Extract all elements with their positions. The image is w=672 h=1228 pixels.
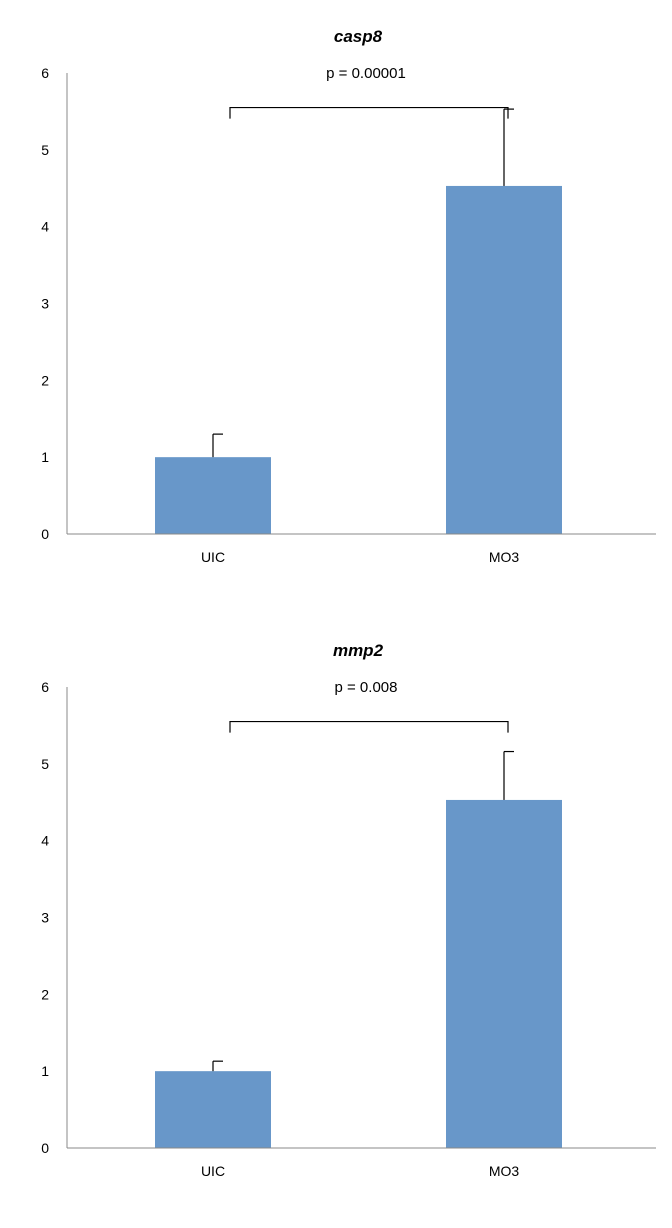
y-tick-label: 5 <box>41 756 49 772</box>
category-label-mo3: MO3 <box>489 549 520 565</box>
mmp2-bar-chart: mmp2 p = 0.008 0 1 2 3 4 5 6 UIC MO3 <box>41 641 656 1179</box>
bar-uic <box>155 1071 271 1148</box>
y-tick-label: 1 <box>41 1063 49 1079</box>
chart-title: mmp2 <box>333 641 384 660</box>
y-tick-label: 1 <box>41 449 49 465</box>
category-label-uic: UIC <box>201 1163 225 1179</box>
p-value-annotation: p = 0.008 <box>335 679 398 696</box>
chart-title: casp8 <box>334 27 383 46</box>
y-tick-label: 6 <box>41 65 49 81</box>
y-tick-label: 2 <box>41 372 49 388</box>
significance-bracket <box>229 720 509 733</box>
y-tick-label: 5 <box>41 142 49 158</box>
y-tick-label: 4 <box>41 219 49 235</box>
category-label-mo3: MO3 <box>489 1163 520 1179</box>
bar-mo3 <box>446 799 562 1148</box>
bar-mo3 <box>446 185 562 534</box>
y-tick-label: 0 <box>41 1140 49 1156</box>
bar-uic <box>155 457 271 534</box>
significance-bracket <box>229 106 509 119</box>
y-tick-label: 3 <box>41 910 49 926</box>
category-label-uic: UIC <box>201 549 225 565</box>
y-tick-label: 4 <box>41 833 49 849</box>
y-tick-label: 2 <box>41 986 49 1002</box>
casp8-bar-chart: casp8 p = 0.00001 0 1 2 3 4 5 6 UIC MO3 <box>41 27 656 565</box>
y-tick-label: 3 <box>41 296 49 312</box>
y-tick-label: 6 <box>41 679 49 695</box>
y-tick-label: 0 <box>41 526 49 542</box>
p-value-annotation: p = 0.00001 <box>326 65 406 82</box>
